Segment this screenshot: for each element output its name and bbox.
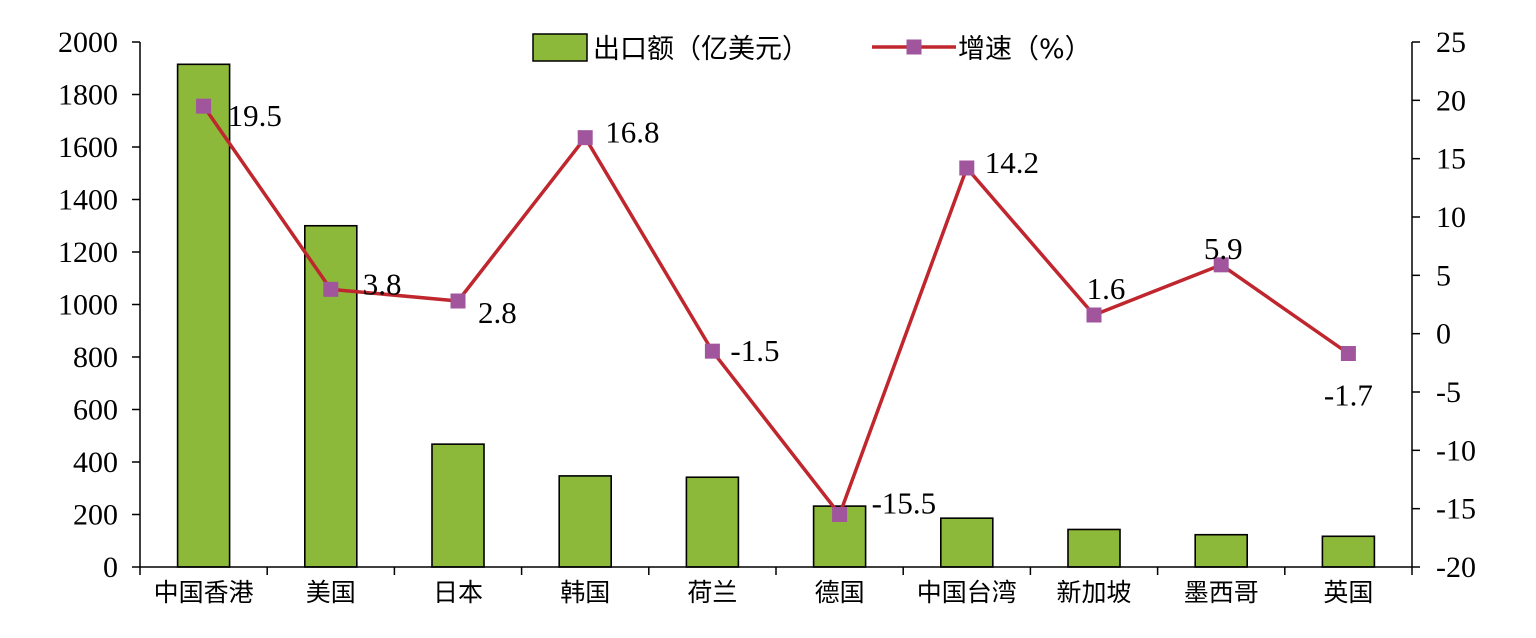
legend-bar-swatch: [532, 33, 588, 62]
legend-label-line: 增速（%）: [958, 34, 1092, 65]
data-label-3: 16.8: [605, 115, 659, 150]
legend-line-marker: [906, 39, 922, 55]
right-tick-label-9: 25: [1436, 26, 1466, 59]
category-label-9: 英国: [1323, 578, 1373, 607]
data-label-8: 5.9: [1204, 231, 1243, 266]
left-tick-label-4: 800: [73, 341, 118, 374]
right-tick-label-3: -5: [1436, 376, 1461, 409]
bar-8: [1194, 533, 1248, 568]
bar-7: [1067, 528, 1121, 568]
data-label-6: 14.2: [985, 145, 1039, 180]
data-label-1: 3.8: [363, 266, 402, 301]
axes: 0200400600800100012001400160018002000-20…: [58, 26, 1476, 607]
right-tick-label-6: 10: [1436, 201, 1466, 234]
category-label-4: 荷兰: [687, 578, 737, 607]
bar-1: [303, 224, 358, 568]
line-series: [196, 98, 1356, 522]
data-label-0: 19.5: [228, 98, 282, 133]
category-label-7: 新加坡: [1056, 578, 1131, 607]
left-tick-label-6: 1200: [58, 236, 118, 269]
legend: 出口额（亿美元） 增速（%）: [532, 33, 1092, 65]
bar-6: [939, 517, 994, 568]
left-tick-label-8: 1600: [58, 131, 118, 164]
left-tick-label-10: 2000: [58, 26, 118, 59]
bar-3: [558, 475, 613, 568]
category-label-2: 日本: [433, 578, 483, 607]
left-tick-label-5: 1000: [58, 289, 118, 322]
growth-marker-5: [832, 507, 848, 522]
right-tick-label-2: -10: [1436, 434, 1476, 467]
right-tick-label-1: -15: [1436, 493, 1476, 526]
left-tick-label-2: 400: [73, 446, 118, 479]
bar-9: [1321, 535, 1376, 568]
bar-2: [431, 443, 485, 568]
data-label-7: 1.6: [1087, 271, 1126, 306]
legend-label-bars: 出口额（亿美元）: [593, 34, 809, 65]
bar-4: [685, 476, 740, 568]
category-label-8: 墨西哥: [1184, 578, 1259, 607]
data-label-4: -1.5: [730, 333, 779, 368]
data-label-2: 2.8: [478, 295, 517, 330]
data-label-9: -1.7: [1324, 378, 1373, 413]
growth-marker-2: [450, 293, 466, 309]
data-labels: 19.5 3.8 2.8 16.8 -1.5 -15.5 14.2 1.6 5.9 -1.7: [228, 98, 1373, 520]
growth-marker-3: [577, 130, 593, 146]
growth-line: [202, 105, 1350, 517]
data-label-5: -15.5: [872, 486, 937, 521]
left-tick-label-9: 1800: [58, 79, 118, 112]
category-label-3: 韩国: [560, 578, 610, 607]
category-label-0: 中国香港: [154, 578, 254, 607]
right-tick-label-0: -20: [1436, 551, 1476, 584]
growth-marker-1: [323, 281, 339, 297]
right-tick-label-4: 0: [1436, 318, 1451, 351]
left-tick-label-7: 1400: [58, 184, 118, 217]
growth-marker-9: [1340, 346, 1356, 361]
bar-series: [176, 63, 1376, 568]
category-label-6: 中国台湾: [917, 578, 1017, 607]
left-tick-label-0: 0: [103, 551, 118, 584]
left-tick-label-1: 200: [73, 499, 118, 532]
left-tick-label-3: 600: [73, 394, 118, 427]
bar-0: [176, 63, 231, 568]
category-label-5: 德国: [815, 578, 865, 607]
growth-marker-6: [959, 160, 975, 176]
growth-marker-8: [1213, 257, 1229, 273]
right-tick-label-5: 5: [1436, 259, 1451, 292]
growth-marker-4: [704, 343, 720, 359]
category-label-1: 美国: [306, 578, 356, 607]
right-tick-label-7: 15: [1436, 143, 1466, 176]
growth-marker-0: [196, 98, 212, 114]
growth-marker-7: [1086, 307, 1102, 323]
right-tick-label-8: 20: [1436, 84, 1466, 117]
